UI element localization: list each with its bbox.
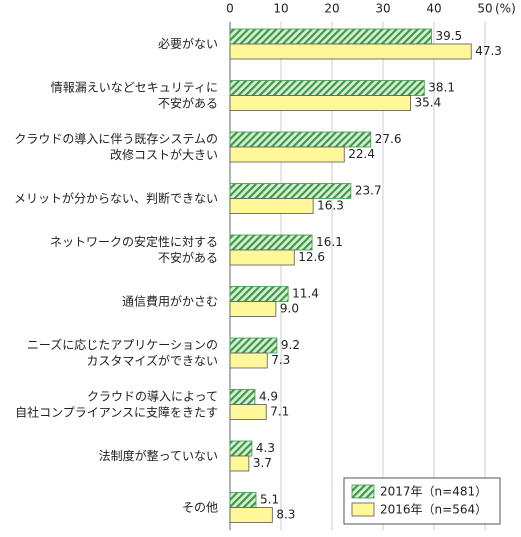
legend-swatch	[351, 502, 375, 517]
x-tick-label: 10	[273, 2, 288, 16]
label-line: 不安がある	[158, 95, 218, 110]
y-tick-label: その他	[182, 500, 218, 514]
bar	[229, 249, 295, 266]
bar	[229, 337, 278, 354]
label-line: 改修コストが大きい	[110, 147, 218, 162]
value-label: 7.1	[270, 405, 289, 419]
x-tick-label: 50	[477, 2, 492, 16]
value-label: 4.3	[256, 441, 275, 455]
bar	[229, 404, 267, 420]
value-label: 39.5	[435, 29, 462, 43]
value-label: 4.9	[259, 390, 278, 404]
bar	[229, 234, 313, 251]
bar	[229, 43, 472, 60]
bar	[229, 28, 432, 45]
label-line: 通信費用がかさむ	[122, 293, 218, 308]
value-label: 11.4	[292, 287, 319, 301]
x-tick-label: 40	[426, 2, 441, 16]
x-axis-unit: (%)	[495, 2, 516, 16]
label-line: ニーズに応じたアプリケーションの	[27, 337, 218, 352]
label-line: クラウドの導入に伴う既存システムの	[14, 132, 218, 146]
x-tick-label: 0	[226, 2, 234, 16]
label-line: 情報漏えいなどセキュリティに	[51, 80, 218, 94]
label-line: 自社コンプライアンスに支障をきたす	[15, 404, 218, 419]
y-tick-label: メリットが分からない、判断できない	[14, 190, 218, 205]
label-line: 不安がある	[158, 250, 218, 265]
value-label: 3.7	[253, 456, 272, 470]
x-tick-label: 30	[375, 2, 390, 16]
label-line: ネットワークの安定性に対する	[50, 234, 218, 249]
bar	[229, 286, 289, 302]
y-tick-label: 通信費用がかさむ	[122, 293, 218, 308]
y-tick-label: クラウドの導入によって自社コンプライアンスに支障をきたす	[15, 389, 218, 419]
legend-label: 2016年（n=564）	[380, 503, 487, 517]
bar	[229, 440, 253, 457]
bar	[229, 492, 257, 508]
value-label: 27.6	[375, 132, 402, 146]
value-label: 16.3	[317, 199, 344, 213]
bar	[229, 198, 314, 214]
y-tick-label: 法制度が整っていない	[99, 448, 218, 463]
value-label: 9.2	[281, 338, 300, 352]
value-label: 23.7	[355, 184, 382, 198]
value-label: 9.0	[280, 302, 299, 316]
label-line: メリットが分からない、判断できない	[14, 190, 218, 205]
bar	[229, 146, 345, 163]
y-tick-label: ニーズに応じたアプリケーションのカスタマイズができない	[27, 337, 218, 368]
value-label: 8.3	[276, 508, 295, 522]
label-line: カスタマイズができない	[86, 353, 218, 368]
legend-swatch	[351, 484, 375, 499]
value-label: 38.1	[428, 81, 455, 95]
bar	[229, 507, 273, 523]
bar	[229, 183, 352, 199]
value-label: 16.1	[316, 235, 343, 249]
bar	[229, 352, 268, 369]
bar	[229, 131, 372, 148]
value-label: 5.1	[260, 493, 279, 507]
y-tick-label: 必要がない	[158, 36, 218, 51]
bar	[229, 301, 277, 317]
value-label: 7.3	[271, 353, 290, 367]
legend-label: 2017年（n=481）	[380, 485, 487, 499]
value-label: 47.3	[475, 44, 502, 58]
value-label: 35.4	[415, 96, 442, 110]
bar	[229, 80, 425, 96]
value-label: 12.6	[298, 250, 325, 264]
bar	[229, 389, 256, 405]
label-line: 法制度が整っていない	[99, 448, 218, 463]
y-tick-label: 情報漏えいなどセキュリティに不安がある	[51, 80, 218, 110]
y-tick-label: クラウドの導入に伴う既存システムの改修コストが大きい	[14, 132, 218, 162]
bar	[229, 455, 250, 472]
value-label: 22.4	[348, 147, 375, 161]
label-line: その他	[182, 500, 218, 514]
bar	[229, 95, 411, 111]
y-tick-label: ネットワークの安定性に対する不安がある	[50, 234, 218, 265]
label-line: クラウドの導入によって	[87, 389, 218, 403]
x-tick-label: 20	[324, 2, 339, 16]
label-line: 必要がない	[158, 36, 218, 51]
